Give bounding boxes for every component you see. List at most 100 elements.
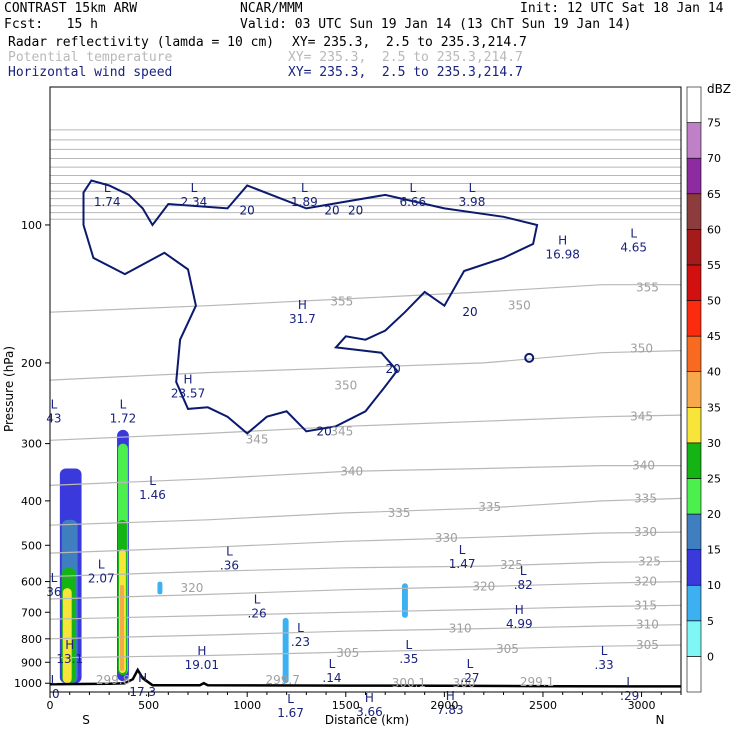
wind-contour (524, 352, 535, 363)
extremum-marker: L (409, 181, 416, 195)
theta-contour (50, 414, 681, 441)
theta-contour (50, 350, 681, 381)
colorbar-swatch (686, 656, 702, 693)
colorbar-level-label: 20 (707, 508, 721, 521)
theta-label: 305 (336, 646, 359, 660)
theta-label: 325 (638, 554, 661, 568)
extremum-marker: L (51, 397, 58, 411)
x-axis-start-label: S (82, 713, 90, 727)
extremum-marker: L (406, 638, 413, 652)
colorbar-level-label: 0 (707, 650, 714, 663)
x-tick-label: 1000 (233, 699, 261, 712)
extremum-value: 1.67 (277, 706, 304, 720)
extremum-marker: H (197, 644, 206, 658)
reflectivity-region (401, 583, 408, 618)
theta-label: 350 (334, 378, 357, 392)
wind-label: 20 (240, 204, 255, 218)
extremum-value: 13.1 (56, 652, 83, 666)
extremum-marker: H (515, 603, 524, 617)
theta-label: 345 (630, 410, 653, 424)
theta-label: 330 (435, 531, 458, 545)
reflectivity-region (62, 588, 72, 684)
extremum-marker: L (51, 673, 58, 687)
extremum-value: 36 (46, 585, 61, 599)
extremum-marker: L (329, 657, 336, 671)
colorbar-level-label: 70 (707, 152, 721, 165)
reflectivity-region (157, 581, 163, 595)
colorbar-level-label: 50 (707, 295, 721, 308)
theta-contours-layer (50, 129, 681, 659)
theta-contour (50, 581, 681, 600)
colorbar-swatch (686, 549, 702, 586)
y-tick-label: 300 (21, 438, 42, 451)
extremum-value: 4.99 (506, 617, 533, 631)
theta-label: 299.1 (520, 675, 554, 689)
terrain-line (50, 667, 681, 688)
y-tick-label: 800 (21, 633, 42, 646)
theta-contour (50, 465, 681, 486)
theta-label: 305 (636, 638, 659, 652)
extremum-marker: H (65, 638, 74, 652)
y-tick-label: 200 (21, 357, 42, 370)
x-axis-end-label: N (656, 713, 665, 727)
extremum-marker: H (298, 298, 307, 312)
wind-label: 20 (316, 424, 331, 438)
y-tick-label: 500 (21, 539, 42, 552)
field-label-theta: Potential temperature (8, 50, 173, 65)
theta-label: 320 (634, 575, 657, 589)
extremum-marker: L (120, 397, 127, 411)
colorbar-swatch (686, 300, 702, 337)
theta-label: 320 (181, 581, 204, 595)
extremum-marker: H (446, 689, 455, 703)
extremum-value: .27 (460, 671, 479, 685)
extremum-marker: L (287, 692, 294, 706)
extremum-value: .23 (291, 635, 310, 649)
theta-label: 330 (634, 525, 657, 539)
theta-label: 355 (330, 295, 353, 309)
theta-label: 310 (449, 622, 472, 636)
extremum-marker: L (469, 181, 476, 195)
field-xy-reflectivity: XY= 235.3, 2.5 to 235.3,214.7 (292, 35, 527, 50)
colorbar-level-label: 55 (707, 259, 721, 272)
terrain-layer (50, 667, 681, 688)
wind-label: 20 (462, 305, 477, 319)
extremum-marker: H (184, 372, 193, 386)
colorbar-swatch (686, 264, 702, 301)
extremum-value: 31.7 (289, 312, 316, 326)
extremum-marker: L (297, 621, 304, 635)
theta-contour (50, 604, 681, 620)
extremum-value: 1.72 (110, 411, 137, 425)
theta-label: 340 (340, 464, 363, 478)
colorbar-level-label: 10 (707, 579, 721, 592)
colorbar-swatch (686, 513, 702, 550)
extremum-marker: L (191, 181, 198, 195)
extremum-value: .29 (620, 689, 639, 703)
forecast-hour: Fcst: 15 h (4, 17, 98, 32)
extremum-marker: L (149, 474, 156, 488)
theta-label: 299.7 (266, 673, 300, 687)
theta-label: 305 (496, 642, 519, 656)
x-tick-label: 2500 (529, 699, 557, 712)
extremum-marker: L (459, 543, 466, 557)
colorbar-swatch (686, 442, 702, 479)
wind-contours-layer (82, 179, 539, 435)
extremum-value: 23.57 (171, 386, 205, 400)
colorbar-level-label: 30 (707, 437, 721, 450)
colorbar-level-label: 60 (707, 223, 721, 236)
colorbar-swatch (686, 122, 702, 159)
extremum-value: 6.66 (399, 195, 426, 209)
plot-frame (49, 86, 682, 693)
theta-label: 300.1 (392, 676, 426, 690)
field-label-reflectivity: Radar reflectivity (lamda = 10 cm) (8, 35, 275, 50)
x-tick-label: 0 (47, 699, 54, 712)
colorbar-swatch (686, 193, 702, 230)
axes-layer: 0 500 1000 1500 2000 2500 3000 100 200 300 400 500 6… (14, 219, 682, 712)
y-tick-label: 600 (21, 576, 42, 589)
theta-label: 299.8 (96, 673, 130, 687)
field-xy-wind: XY= 235.3, 2.5 to 235.3,214.7 (288, 65, 523, 80)
valid-time: Valid: 03 UTC Sun 19 Jan 14 (13 ChT Sun … (240, 17, 632, 32)
theta-contour (50, 644, 681, 659)
extremum-marker: L (104, 181, 111, 195)
extremum-value: 1.47 (449, 557, 476, 571)
